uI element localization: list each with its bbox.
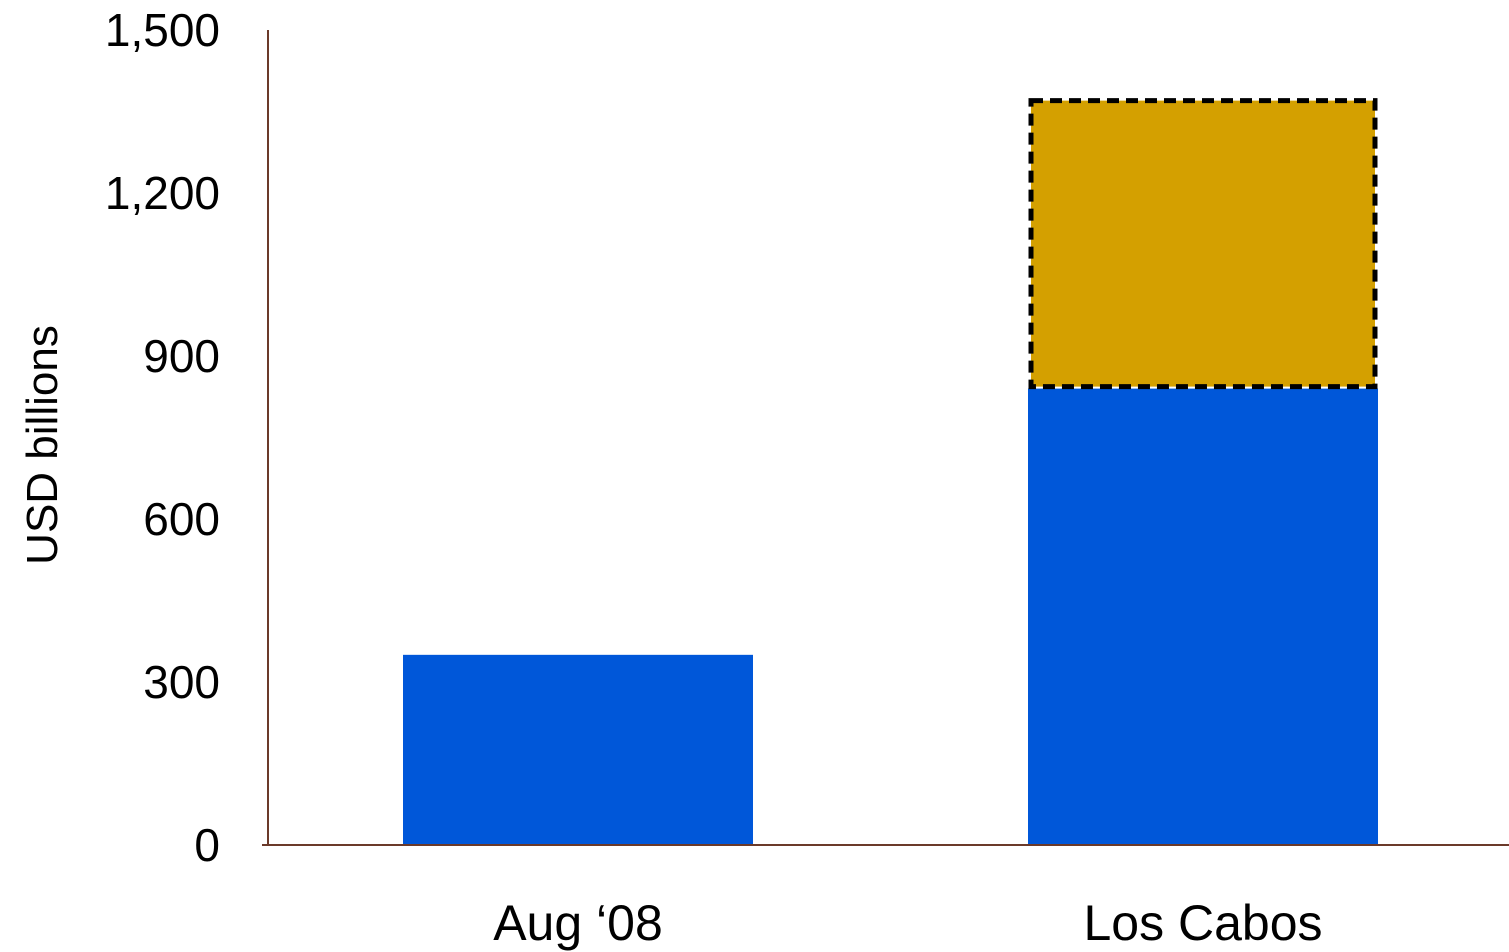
y-axis-title: USD billions [18,325,67,565]
x-category-label: Los Cabos [1083,895,1322,951]
y-tick-label: 0 [194,819,220,871]
y-tick-labels: 0 300 600 900 1,200 1,500 [105,4,220,871]
y-tick-label: 900 [143,330,220,382]
bars [403,98,1378,845]
bar-segment [1028,388,1378,845]
y-tick-label: 1,500 [105,4,220,56]
bar-segment [1028,98,1378,390]
bar-segment [403,654,753,845]
y-tick-label: 300 [143,656,220,708]
category-labels: Aug ‘08 Los Cabos [493,895,1322,951]
y-tick-label: 1,200 [105,167,220,219]
x-category-label: Aug ‘08 [493,895,663,951]
y-tick-label: 600 [143,493,220,545]
